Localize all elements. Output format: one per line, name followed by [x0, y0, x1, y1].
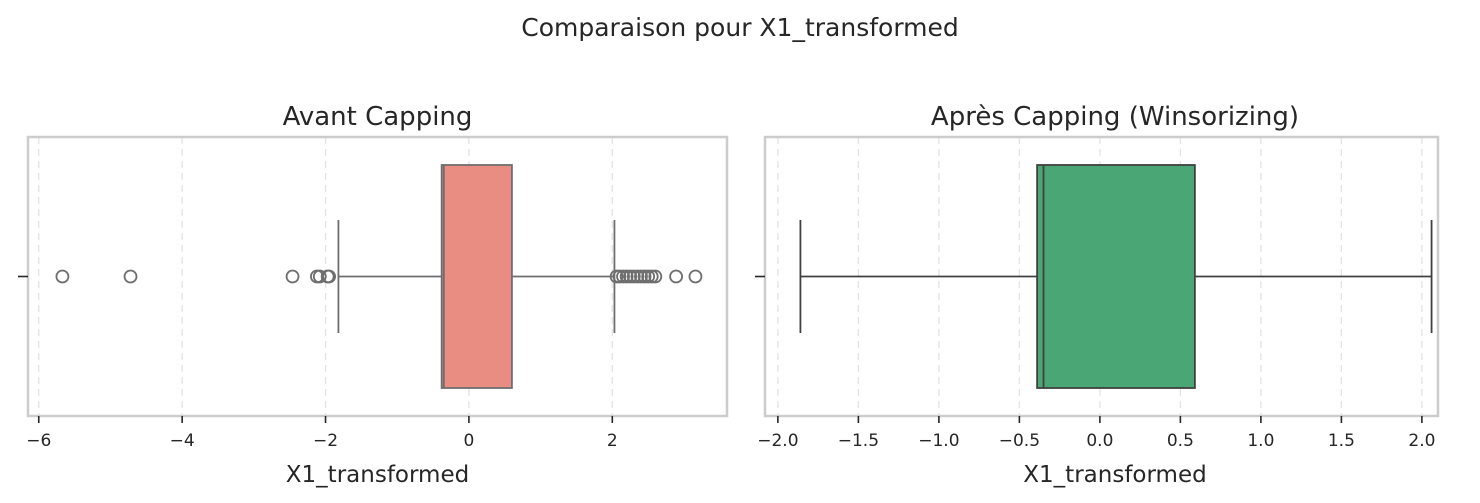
x-axis-label: X1_transformed	[1023, 462, 1206, 488]
outlier-point	[648, 269, 663, 284]
panel-avant-capping: Avant Capping −6 −4 −2 0 2 X1_transformed	[18, 102, 729, 488]
outlier-point	[626, 269, 641, 284]
outlier-point	[285, 269, 300, 284]
x-tick-label: −0.5	[999, 431, 1040, 451]
x-tick-label: −6	[26, 431, 51, 451]
outlier-point	[322, 269, 337, 284]
panel-title: Avant Capping	[283, 102, 473, 132]
iqr-box	[1036, 164, 1196, 389]
outlier-point	[669, 269, 683, 284]
outlier-point	[55, 269, 70, 284]
x-axis-label: X1_transformed	[286, 462, 469, 488]
x-tick-label: 1.0	[1247, 431, 1274, 451]
outlier-point	[634, 269, 648, 284]
outlier-point	[637, 269, 652, 284]
x-tick-label: −2	[313, 431, 338, 451]
panel-title: Après Capping (Winsorizing)	[931, 102, 1299, 132]
x-tick-label: 0	[463, 431, 474, 451]
outlier-point	[688, 269, 703, 284]
x-tick-label: 0.0	[1086, 431, 1113, 451]
x-tick-label: −1.5	[838, 431, 879, 451]
x-ticks: −2.0 −1.5 −1.0 −0.5 0.0 0.5 1.0 1.5 2.0	[755, 275, 1435, 451]
outlier-point	[616, 269, 630, 284]
outlier-point	[644, 269, 659, 284]
x-tick-label: 1.5	[1328, 431, 1355, 451]
figure-title: Comparaison pour X1_transformed	[521, 13, 959, 42]
outlier-point	[623, 269, 638, 284]
iqr-box	[440, 164, 513, 389]
x-tick-label: 2.0	[1408, 431, 1435, 451]
box-layer	[799, 164, 1433, 389]
x-tick-label: 0.5	[1167, 431, 1194, 451]
x-tick-label: −4	[170, 431, 195, 451]
outlier-point	[612, 269, 627, 284]
x-tick-label: 2	[607, 431, 618, 451]
outlier-point	[630, 269, 645, 284]
outlier-point	[619, 269, 634, 284]
outlier-point	[312, 269, 327, 284]
x-tick-label: −1.0	[918, 431, 959, 451]
x-tick-label: −2.0	[757, 431, 798, 451]
box-layer	[55, 164, 703, 389]
outlier-point	[641, 269, 656, 284]
x-ticks: −6 −4 −2 0 2	[18, 275, 618, 451]
outlier-point	[123, 269, 138, 284]
panel-apres-capping: Après Capping (Winsorizing) −2.0 −1.5 −1.0…	[755, 102, 1440, 488]
